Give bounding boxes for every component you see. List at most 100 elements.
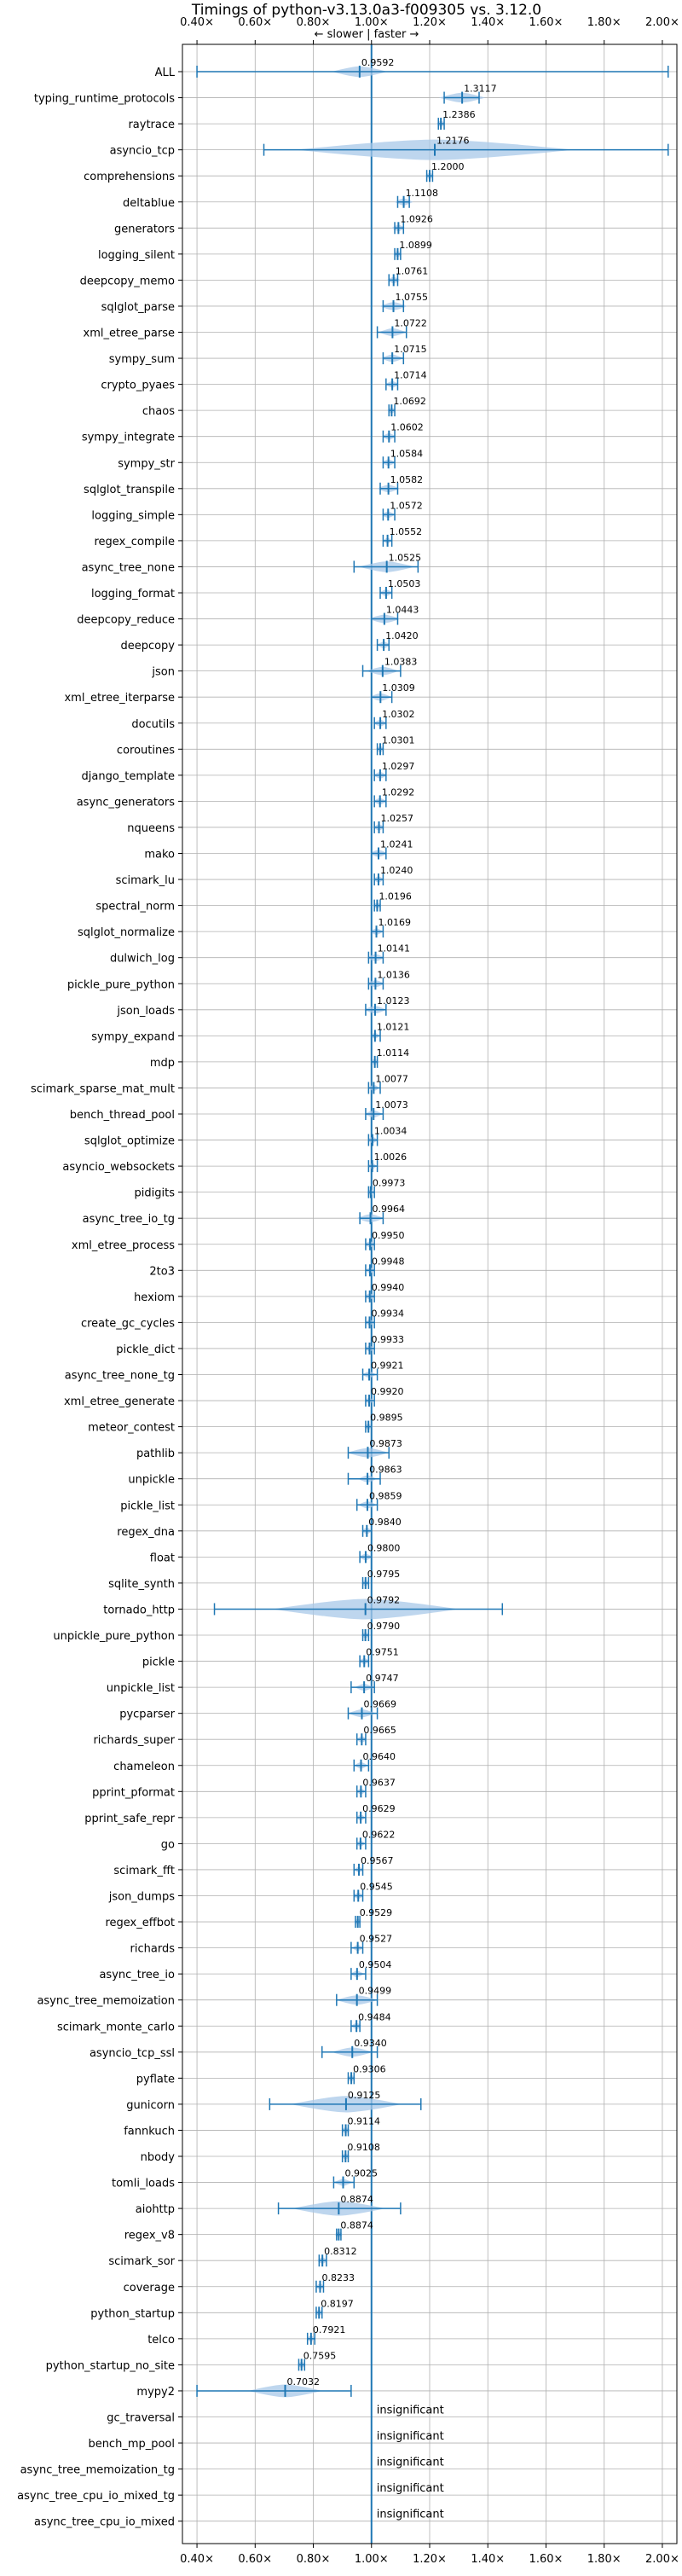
benchmark-name: gunicorn: [126, 2099, 175, 2112]
value-label: 1.0297: [382, 761, 415, 772]
benchmark-name: hexiom: [134, 1291, 175, 1304]
value-label: 1.0572: [390, 500, 423, 511]
value-label: 1.0034: [374, 1126, 407, 1137]
benchmark-name: mypy2: [136, 2386, 175, 2399]
x-tick-label: 0.80×: [297, 2553, 331, 2566]
value-label: 0.9950: [372, 1230, 405, 1241]
value-label: 0.9545: [360, 1882, 393, 1893]
x-tick-label: 1.20×: [413, 2553, 447, 2566]
benchmark-name: pathlib: [136, 1448, 175, 1460]
value-label: 0.9934: [372, 1308, 405, 1319]
benchmark-name: chameleon: [113, 1761, 175, 1773]
value-label: 1.0026: [374, 1152, 407, 1163]
benchmark-name: unpickle_pure_python: [53, 1630, 175, 1643]
benchmark-name: meteor_contest: [88, 1422, 175, 1435]
benchmark-name: 2to3: [149, 1265, 175, 1278]
value-label: 0.9567: [361, 1855, 394, 1866]
value-label: 1.0525: [389, 552, 422, 563]
benchmark-name: create_gc_cycles: [81, 1317, 175, 1330]
value-label: 1.0755: [396, 292, 429, 303]
value-label: 0.7032: [287, 2376, 321, 2387]
value-label: 1.0761: [396, 265, 429, 276]
value-label: 0.9920: [371, 1386, 404, 1397]
benchmark-name: richards: [130, 1943, 176, 1956]
value-label: 1.0136: [377, 969, 410, 980]
benchmark-name: tomli_loads: [112, 2178, 175, 2190]
value-label: 0.9895: [370, 1413, 403, 1424]
benchmark-name: async_tree_io_tg: [83, 1213, 175, 1226]
value-label: 0.9025: [345, 2168, 379, 2179]
benchmark-name: sqlglot_transpile: [84, 484, 175, 496]
x-tick-label: 1.80×: [587, 2553, 621, 2566]
value-label: 0.9863: [369, 1465, 402, 1476]
benchmark-name: async_tree_cpu_io_mixed: [34, 2516, 175, 2529]
x-tick-label: 1.20×: [413, 16, 447, 29]
value-label: 1.0114: [377, 1047, 410, 1059]
benchmark-name: unpickle_list: [107, 1682, 175, 1695]
value-label: 1.0443: [386, 605, 419, 616]
value-label: 1.0420: [385, 630, 419, 641]
value-label: 0.9973: [373, 1178, 406, 1189]
value-label: 0.9795: [367, 1569, 401, 1580]
benchmark-name: float: [150, 1552, 175, 1564]
value-label: 0.9108: [347, 2142, 380, 2153]
benchmark-name: mdp: [150, 1057, 175, 1070]
benchmark-name: async_generators: [77, 796, 176, 809]
value-label: 0.9747: [366, 1673, 399, 1684]
value-label: 1.0302: [382, 709, 415, 720]
insignificant-label: insignificant: [377, 2509, 444, 2521]
value-label: 1.3117: [464, 84, 497, 95]
value-label: 1.0582: [390, 474, 424, 485]
benchmark-name: asyncio_websockets: [62, 1161, 175, 1174]
insignificant-label: insignificant: [377, 2457, 444, 2469]
benchmark-name: pprint_pformat: [92, 1786, 175, 1799]
value-label: 0.9940: [372, 1282, 405, 1293]
value-label: 0.9484: [358, 2011, 391, 2022]
value-label: 1.0722: [394, 318, 427, 329]
benchmark-name: generators: [114, 223, 175, 235]
benchmark-name: asyncio_tcp_ssl: [90, 2047, 175, 2060]
value-label: 1.0141: [378, 943, 411, 954]
benchmark-name: python_startup_no_site: [46, 2359, 175, 2372]
benchmark-name: pickle_pure_python: [67, 978, 175, 991]
value-label: 0.9840: [368, 1517, 402, 1528]
value-label: 1.0503: [388, 578, 421, 589]
value-label: 1.0692: [393, 396, 426, 407]
benchmark-name: pprint_safe_repr: [84, 1813, 175, 1825]
benchmark-name: sqlite_synth: [108, 1578, 175, 1591]
value-label: 1.0714: [394, 370, 427, 381]
value-label: 0.8233: [321, 2272, 355, 2283]
benchmark-name: python_startup: [90, 2307, 175, 2320]
benchmark-name: xml_etree_iterparse: [64, 692, 175, 705]
benchmark-name: deepcopy_memo: [80, 275, 175, 287]
x-tick-label: 1.00×: [355, 16, 389, 29]
benchmark-name: json: [151, 666, 175, 679]
benchmark-name: async_tree_none: [82, 561, 175, 574]
value-label: 0.9529: [360, 1907, 393, 1918]
benchmark-name: async_tree_memoization_tg: [20, 2464, 175, 2477]
benchmark-name: logging_simple: [91, 509, 175, 522]
x-tick-label: 2.00×: [645, 2553, 679, 2566]
benchmark-name: unpickle: [128, 1474, 175, 1487]
value-label: 0.9622: [362, 1829, 396, 1840]
benchmark-name: sympy_sum: [109, 353, 175, 366]
value-label: 0.9592: [361, 57, 395, 68]
grid: [182, 44, 677, 2544]
benchmark-name: async_tree_io: [99, 1969, 175, 1981]
value-label: 1.0241: [380, 839, 413, 850]
direction-label: ← slower | faster →: [315, 28, 419, 41]
benchmark-name: pickle_list: [120, 1500, 175, 1512]
benchmark-name: async_tree_memoization: [37, 1995, 175, 2008]
value-label: 0.9921: [371, 1361, 404, 1372]
benchmark-name: pyflate: [136, 2073, 175, 2086]
value-label: 1.2386: [442, 109, 476, 120]
value-label: 1.1108: [406, 188, 438, 199]
insignificant-label: insignificant: [377, 2482, 444, 2495]
value-label: 0.7595: [303, 2350, 337, 2361]
benchmark-labels: ALL typing_runtime_protocols raytrace async…: [17, 67, 182, 2529]
value-label: 1.0715: [394, 344, 427, 355]
benchmark-name: aiohttp: [136, 2203, 175, 2216]
benchmark-name: sympy_integrate: [82, 432, 175, 444]
value-label: 0.9873: [369, 1438, 402, 1449]
value-label: 0.9800: [367, 1542, 401, 1553]
